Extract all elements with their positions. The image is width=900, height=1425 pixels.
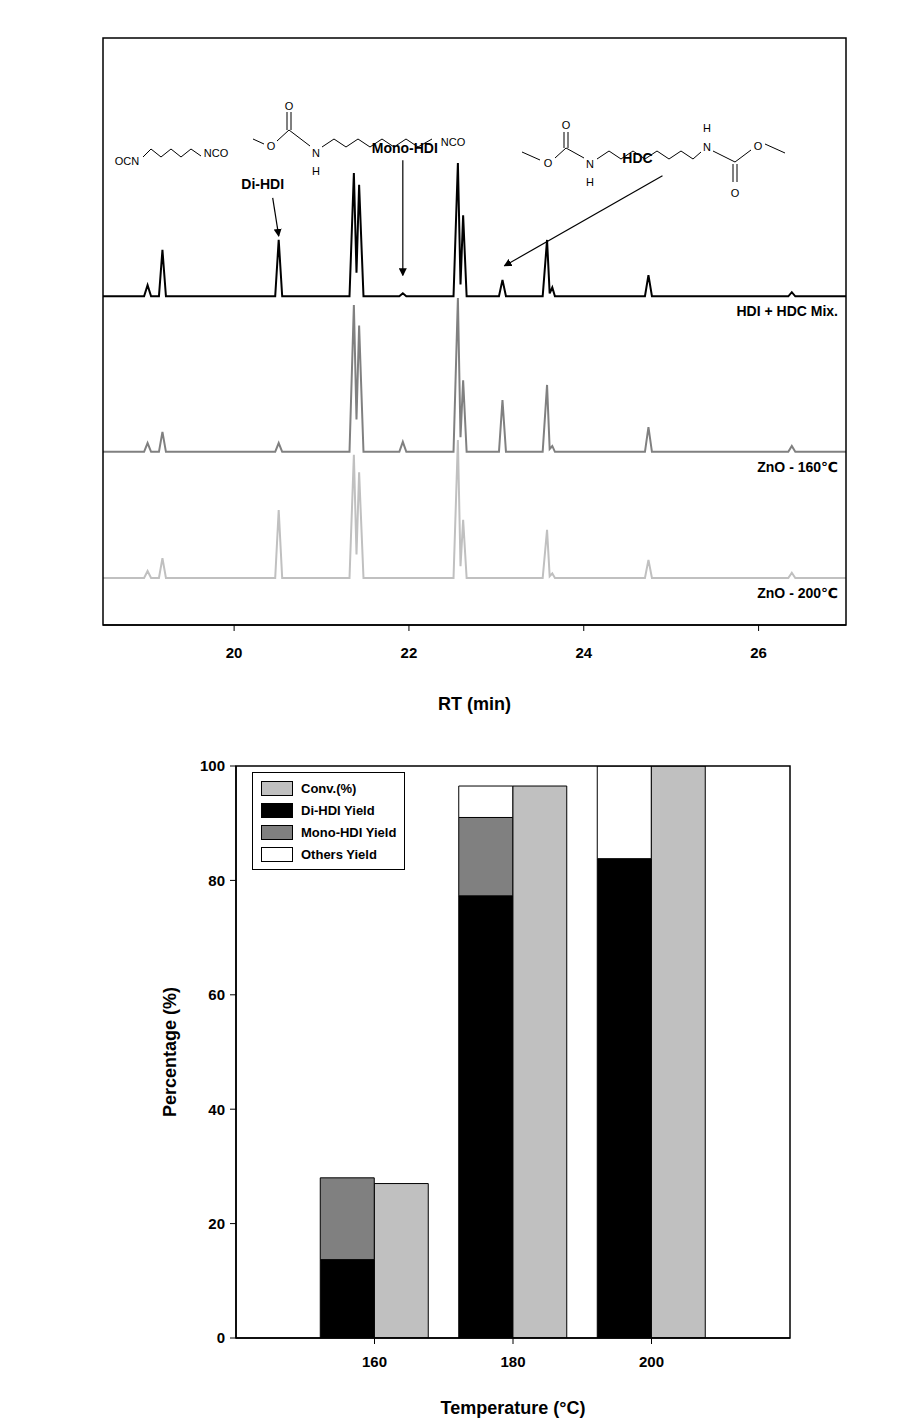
svg-text:40: 40: [208, 1101, 225, 1118]
svg-text:ZnO - 160℃: ZnO - 160℃: [757, 459, 838, 475]
svg-text:OCN: OCN: [115, 155, 140, 167]
svg-text:H: H: [586, 176, 594, 188]
svg-text:O: O: [285, 100, 294, 112]
svg-text:80: 80: [208, 872, 225, 889]
svg-text:26: 26: [750, 644, 767, 661]
svg-text:200: 200: [639, 1353, 664, 1370]
svg-text:H: H: [703, 122, 711, 134]
svg-text:180: 180: [500, 1353, 525, 1370]
svg-text:ZnO - 200℃: ZnO - 200℃: [757, 585, 838, 601]
svg-text:NCO: NCO: [204, 147, 229, 159]
svg-text:Di-HDI: Di-HDI: [241, 176, 284, 192]
svg-text:HDC: HDC: [622, 150, 652, 166]
svg-text:HDI + HDC Mix.: HDI + HDC Mix.: [736, 303, 838, 319]
svg-text:24: 24: [575, 644, 592, 661]
svg-text:O: O: [562, 119, 571, 131]
svg-text:N: N: [312, 147, 320, 159]
svg-text:RT (min): RT (min): [438, 694, 511, 714]
svg-text:O: O: [267, 140, 276, 152]
svg-text:20: 20: [226, 644, 243, 661]
svg-text:160: 160: [362, 1353, 387, 1370]
svg-text:O: O: [754, 140, 763, 152]
svg-text:Mono-HDI: Mono-HDI: [372, 140, 438, 156]
html-text:Others Yield: Others Yield: [301, 846, 377, 862]
svg-text:100: 100: [200, 757, 225, 774]
svg-text:O: O: [731, 187, 740, 199]
svg-text:O: O: [544, 157, 553, 169]
svg-text:0: 0: [217, 1329, 225, 1346]
svg-text:60: 60: [208, 986, 225, 1003]
svg-text:NCO: NCO: [441, 136, 466, 148]
svg-text:N: N: [586, 158, 594, 170]
svg-text:22: 22: [401, 644, 418, 661]
svg-text:Temperature (°C): Temperature (°C): [441, 1398, 586, 1418]
svg-text:N: N: [703, 141, 711, 153]
svg-text:H: H: [312, 165, 320, 177]
svg-text:Percentage (%): Percentage (%): [160, 987, 180, 1117]
html-text:Mono-HDI Yield: Mono-HDI Yield: [301, 824, 397, 840]
html-text:Di-HDI Yield: Di-HDI Yield: [301, 802, 375, 818]
html-text:Conv.(%): Conv.(%): [301, 780, 357, 796]
svg-text:20: 20: [208, 1215, 225, 1232]
